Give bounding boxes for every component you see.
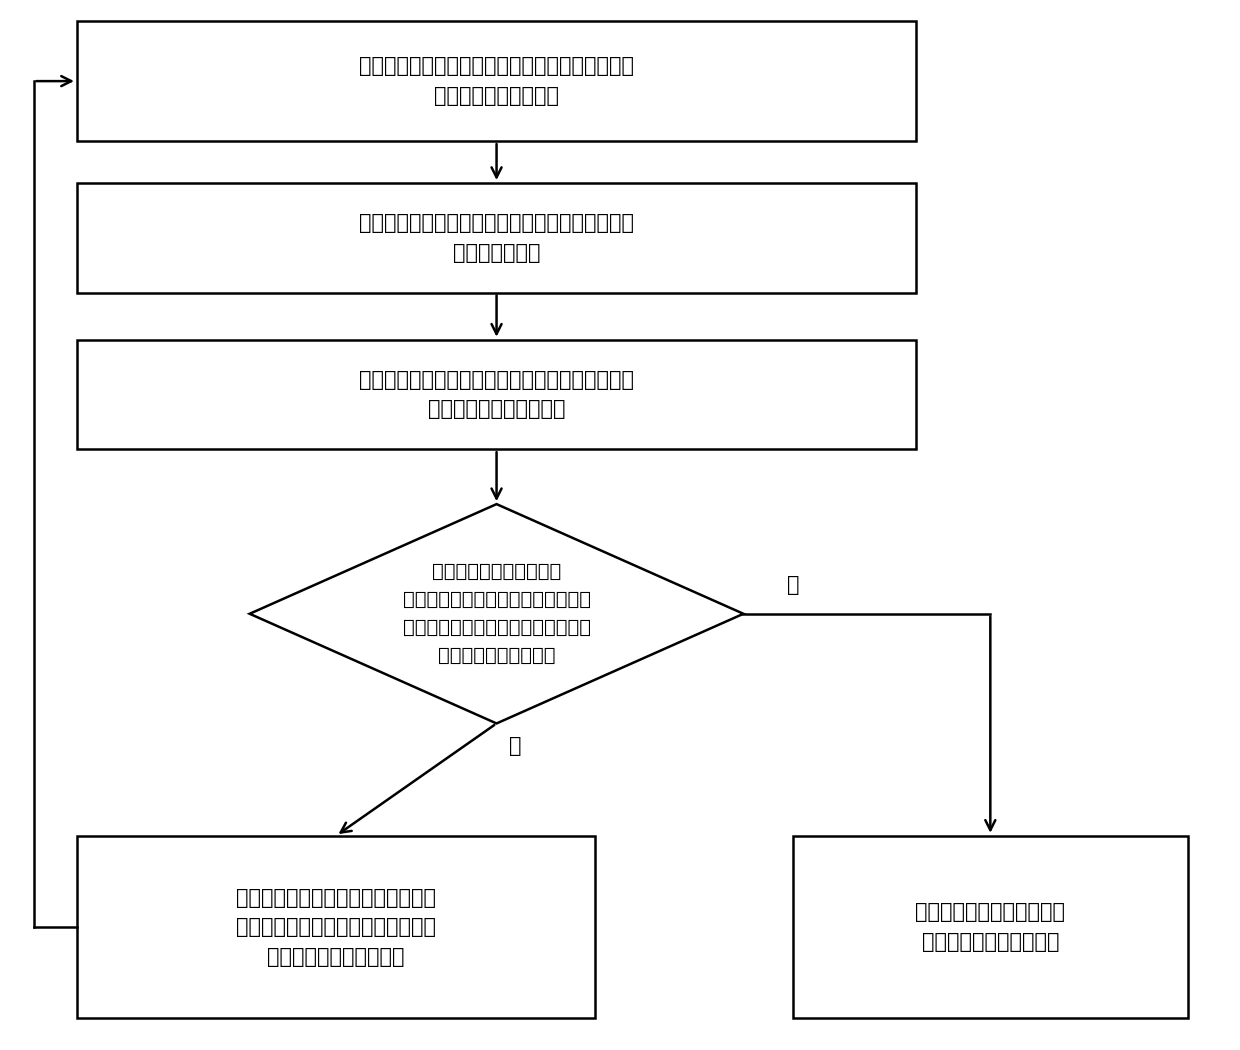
FancyBboxPatch shape (77, 339, 916, 449)
Text: 将当前的地下速度模型叠加模型更新量，获得更新
的地下速度模型: 将当前的地下速度模型叠加模型更新量，获得更新 的地下速度模型 (360, 213, 634, 262)
Text: 根据更新的地下速度模型，更新正则
化层析方程，将更新的地下速度模型
作为当前的地下速度模型: 根据更新的地下速度模型，更新正则 化层析方程，将更新的地下速度模型 作为当前的地… (236, 887, 436, 967)
FancyBboxPatch shape (77, 836, 595, 1018)
Text: 否: 否 (508, 736, 521, 756)
FancyBboxPatch shape (77, 183, 916, 293)
FancyBboxPatch shape (792, 836, 1188, 1018)
Text: 输出该更新的地下速度模型
为所构建的地下速度模型: 输出该更新的地下速度模型 为所构建的地下速度模型 (915, 902, 1065, 952)
Text: 判断更新的地下速度模型
的运动学波场属性参数与地震波的运
动学波场属性参数之间的数据残差是
否小于或等于预设残差: 判断更新的地下速度模型 的运动学波场属性参数与地震波的运 动学波场属性参数之间的… (403, 563, 590, 666)
Polygon shape (249, 504, 744, 723)
Text: 基于建立的正则化层析方程，结合运动学波场属性
参数，计算模型更新量: 基于建立的正则化层析方程，结合运动学波场属性 参数，计算模型更新量 (360, 57, 634, 106)
Text: 是: 是 (786, 575, 799, 595)
Text: 正演更新的地下速度模型，获得更新的地下速度模
型的运动学波场属性参数: 正演更新的地下速度模型，获得更新的地下速度模 型的运动学波场属性参数 (360, 370, 634, 419)
FancyBboxPatch shape (77, 21, 916, 141)
